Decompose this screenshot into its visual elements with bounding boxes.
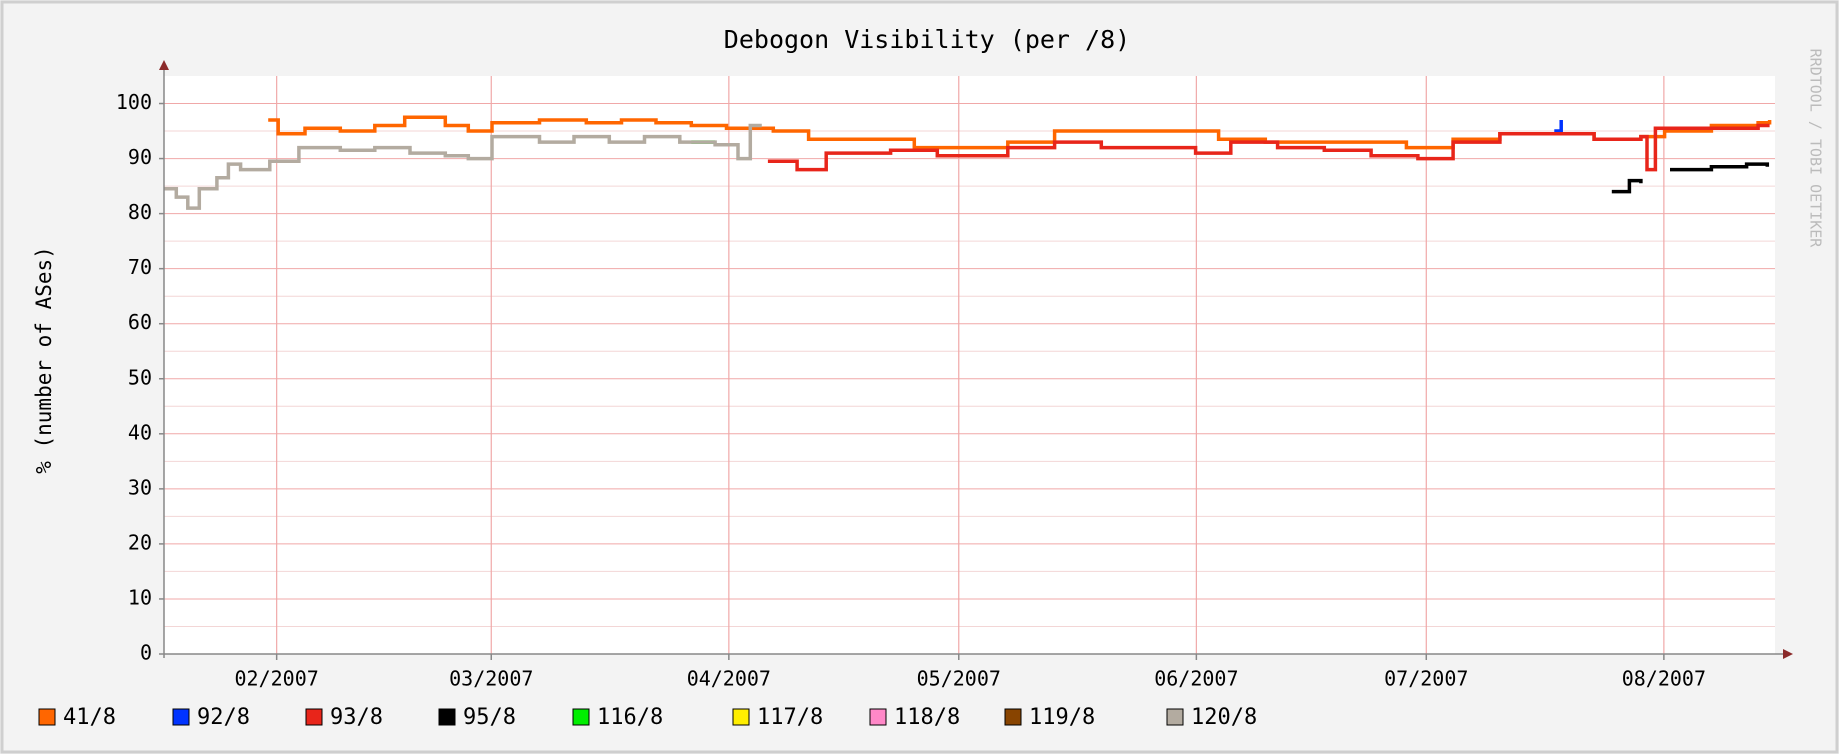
plot-area	[164, 76, 1775, 654]
y-tick-label: 100	[116, 90, 152, 114]
x-tick-label: 05/2007	[917, 667, 1001, 691]
y-tick-label: 30	[128, 475, 152, 499]
y-axis-label: % (number of ASes)	[32, 246, 56, 474]
chart-title: Debogon Visibility (per /8)	[724, 25, 1130, 54]
y-tick-label: 40	[128, 420, 152, 444]
y-tick-label: 0	[140, 641, 152, 665]
x-tick-label: 03/2007	[449, 667, 533, 691]
watermark: RRDTOOL / TOBI OETIKER	[1807, 49, 1825, 249]
legend-label: 117/8	[757, 705, 823, 730]
series-line	[1611, 162, 1770, 194]
y-axis-arrow	[159, 60, 169, 70]
legend-label: 93/8	[330, 705, 383, 730]
legend-swatch	[1166, 708, 1184, 726]
y-tick-label: 80	[128, 200, 152, 224]
legend-swatch	[38, 708, 56, 726]
legend: 41/8 92/8 93/8 95/8 116/8 117/8 118/8 119/8 120/…	[38, 705, 1257, 730]
legend-label: 118/8	[894, 705, 960, 730]
x-tick-label: 04/2007	[687, 667, 771, 691]
legend-swatch	[869, 708, 887, 726]
legend-swatch	[1004, 708, 1022, 726]
legend-label: 120/8	[1191, 705, 1257, 730]
y-tick-label: 90	[128, 145, 152, 169]
series-line	[1554, 120, 1563, 133]
axes: 0 10 20 30 40 50 60 70 80 90 100 02/2007 03/2007 04/2…	[116, 60, 1793, 691]
legend-swatch	[732, 708, 750, 726]
legend-swatch	[172, 708, 190, 726]
x-tick-label: 07/2007	[1384, 667, 1468, 691]
legend-swatch	[438, 708, 456, 726]
legend-swatch	[305, 708, 323, 726]
y-tick-label: 10	[128, 585, 152, 609]
legend-label: 92/8	[197, 705, 250, 730]
series-line	[164, 123, 762, 210]
series-lines	[164, 115, 1772, 210]
legend-label: 95/8	[463, 705, 516, 730]
x-axis-arrow	[1783, 649, 1793, 659]
y-tick-label: 70	[128, 255, 152, 279]
legend-swatch	[572, 708, 590, 726]
grid	[164, 76, 1775, 655]
y-tick-label: 60	[128, 310, 152, 334]
x-tick-label: 02/2007	[235, 667, 319, 691]
legend-label: 119/8	[1029, 705, 1095, 730]
series-line	[767, 123, 1770, 172]
legend-label: 116/8	[597, 705, 663, 730]
y-tick-label: 20	[128, 530, 152, 554]
legend-label: 41/8	[63, 705, 116, 730]
y-tick-label: 50	[128, 365, 152, 389]
x-tick-label: 08/2007	[1622, 667, 1706, 691]
x-tick-label: 06/2007	[1154, 667, 1238, 691]
